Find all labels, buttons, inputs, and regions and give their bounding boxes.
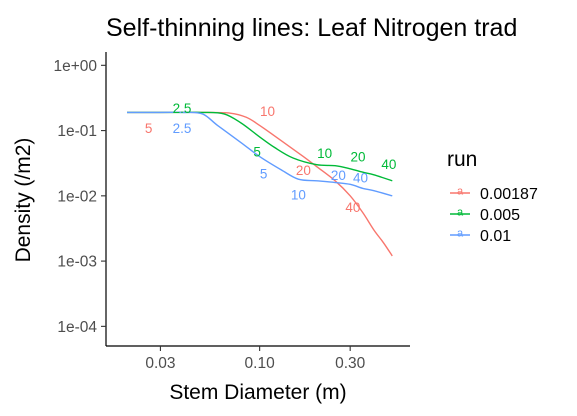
annotation-label: 20 — [351, 150, 366, 165]
legend-key-glyph: a — [457, 207, 464, 219]
legend-item-0.01: a 0.01 — [450, 228, 511, 246]
y-tick-label: 1e-04 — [57, 319, 97, 336]
y-axis-title: Density (/m2) — [12, 138, 35, 263]
annotation-label: 5 — [253, 144, 261, 159]
legend-key-glyph: a — [457, 186, 464, 198]
legend-item-0.005: a 0.005 — [450, 207, 520, 225]
annotation-label: 5 — [145, 121, 153, 136]
chart-title: Self-thinning lines: Leaf Nitrogen trad — [106, 14, 517, 42]
annotation-label: 40 — [353, 171, 368, 186]
legend-key-glyph: a — [457, 228, 464, 240]
y-tick-label: 1e-02 — [57, 188, 97, 205]
x-tick-label: 0.03 — [145, 355, 175, 372]
y-axis-ticks: 1e+00 1e-01 1e-02 1e-03 1e-04 — [53, 58, 106, 336]
legend-item-0.00187: a 0.00187 — [450, 186, 538, 204]
x-axis-title: Stem Diameter (m) — [169, 381, 346, 404]
x-tick-label: 0.30 — [335, 355, 366, 372]
annotation-label: 20 — [331, 168, 346, 183]
y-tick-label: 1e+00 — [53, 58, 97, 75]
legend-title: run — [447, 148, 477, 171]
annotation-label: 20 — [296, 163, 311, 178]
annotation-label: 2.5 — [173, 101, 192, 116]
x-axis-ticks: 0.03 0.10 0.30 — [145, 346, 365, 372]
annotation-label: 10 — [291, 187, 306, 202]
plot-area: 0.03 0.10 0.30 1e+00 1e-01 1e-02 1e-03 1e-04 5… — [53, 52, 410, 372]
y-tick-label: 1e-03 — [57, 254, 97, 271]
annotation-label: 40 — [381, 157, 396, 172]
annotation-label: 2.5 — [173, 121, 192, 136]
annotation-label: 5 — [260, 166, 268, 181]
annotation-label: 10 — [317, 146, 332, 161]
annotation-layer: 5 10 20 40 2.5 5 10 20 40 2.5 5 10 20 40 — [145, 101, 397, 215]
x-tick-label: 0.10 — [245, 355, 276, 372]
legend: run a 0.00187 a 0.005 a 0.01 — [447, 148, 538, 245]
legend-label: 0.01 — [480, 228, 511, 245]
legend-items: a 0.00187 a 0.005 a 0.01 — [450, 186, 538, 246]
y-tick-label: 1e-01 — [57, 123, 97, 140]
annotation-label: 40 — [345, 200, 360, 215]
legend-label: 0.00187 — [480, 186, 538, 203]
legend-label: 0.005 — [480, 207, 520, 224]
annotation-label: 10 — [260, 104, 275, 119]
